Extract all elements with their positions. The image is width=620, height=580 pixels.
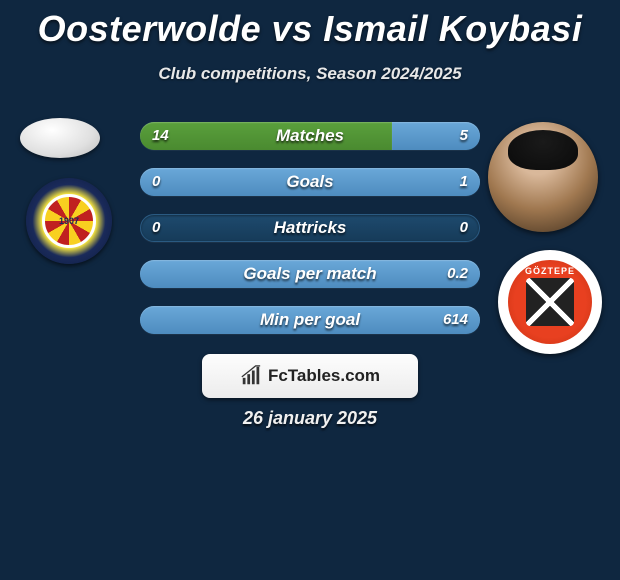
branding-text: FcTables.com: [268, 366, 380, 386]
bar-track: [140, 214, 480, 242]
comparison-chart: 145Matches01Goals00Hattricks0.2Goals per…: [140, 118, 480, 348]
bar-fill-right: [140, 306, 480, 334]
chart-icon: [240, 365, 262, 387]
stat-row: 00Hattricks: [140, 210, 480, 246]
stat-value-right: 0.2: [447, 256, 468, 292]
stat-value-right: 614: [443, 302, 468, 338]
club-right-label: GÖZTEPE: [508, 266, 592, 276]
subtitle: Club competitions, Season 2024/2025: [0, 64, 620, 84]
bar-fill-right: [140, 168, 480, 196]
club-right-badge-inner: GÖZTEPE: [508, 260, 592, 344]
stat-value-right: 1: [460, 164, 468, 200]
bar-fill-right: [140, 260, 480, 288]
stat-value-right: 5: [460, 118, 468, 154]
stat-row: 145Matches: [140, 118, 480, 154]
branding-box: FcTables.com: [202, 354, 418, 398]
club-left-badge: 1907: [26, 178, 112, 264]
stat-value-left: 0: [152, 164, 160, 200]
club-left-badge-inner: 1907: [42, 194, 96, 248]
stat-value-right: 0: [460, 210, 468, 246]
bar-fill-left: [140, 122, 392, 150]
date-text: 26 january 2025: [0, 408, 620, 429]
stat-row: 0.2Goals per match: [140, 256, 480, 292]
stat-row: 614Min per goal: [140, 302, 480, 338]
stat-row: 01Goals: [140, 164, 480, 200]
stat-value-left: 0: [152, 210, 160, 246]
club-right-badge: GÖZTEPE: [498, 250, 602, 354]
page-title: Oosterwolde vs Ismail Koybasi: [0, 0, 620, 50]
player-right-avatar: [488, 122, 598, 232]
player-left-avatar: [20, 118, 100, 158]
stat-value-left: 14: [152, 118, 169, 154]
